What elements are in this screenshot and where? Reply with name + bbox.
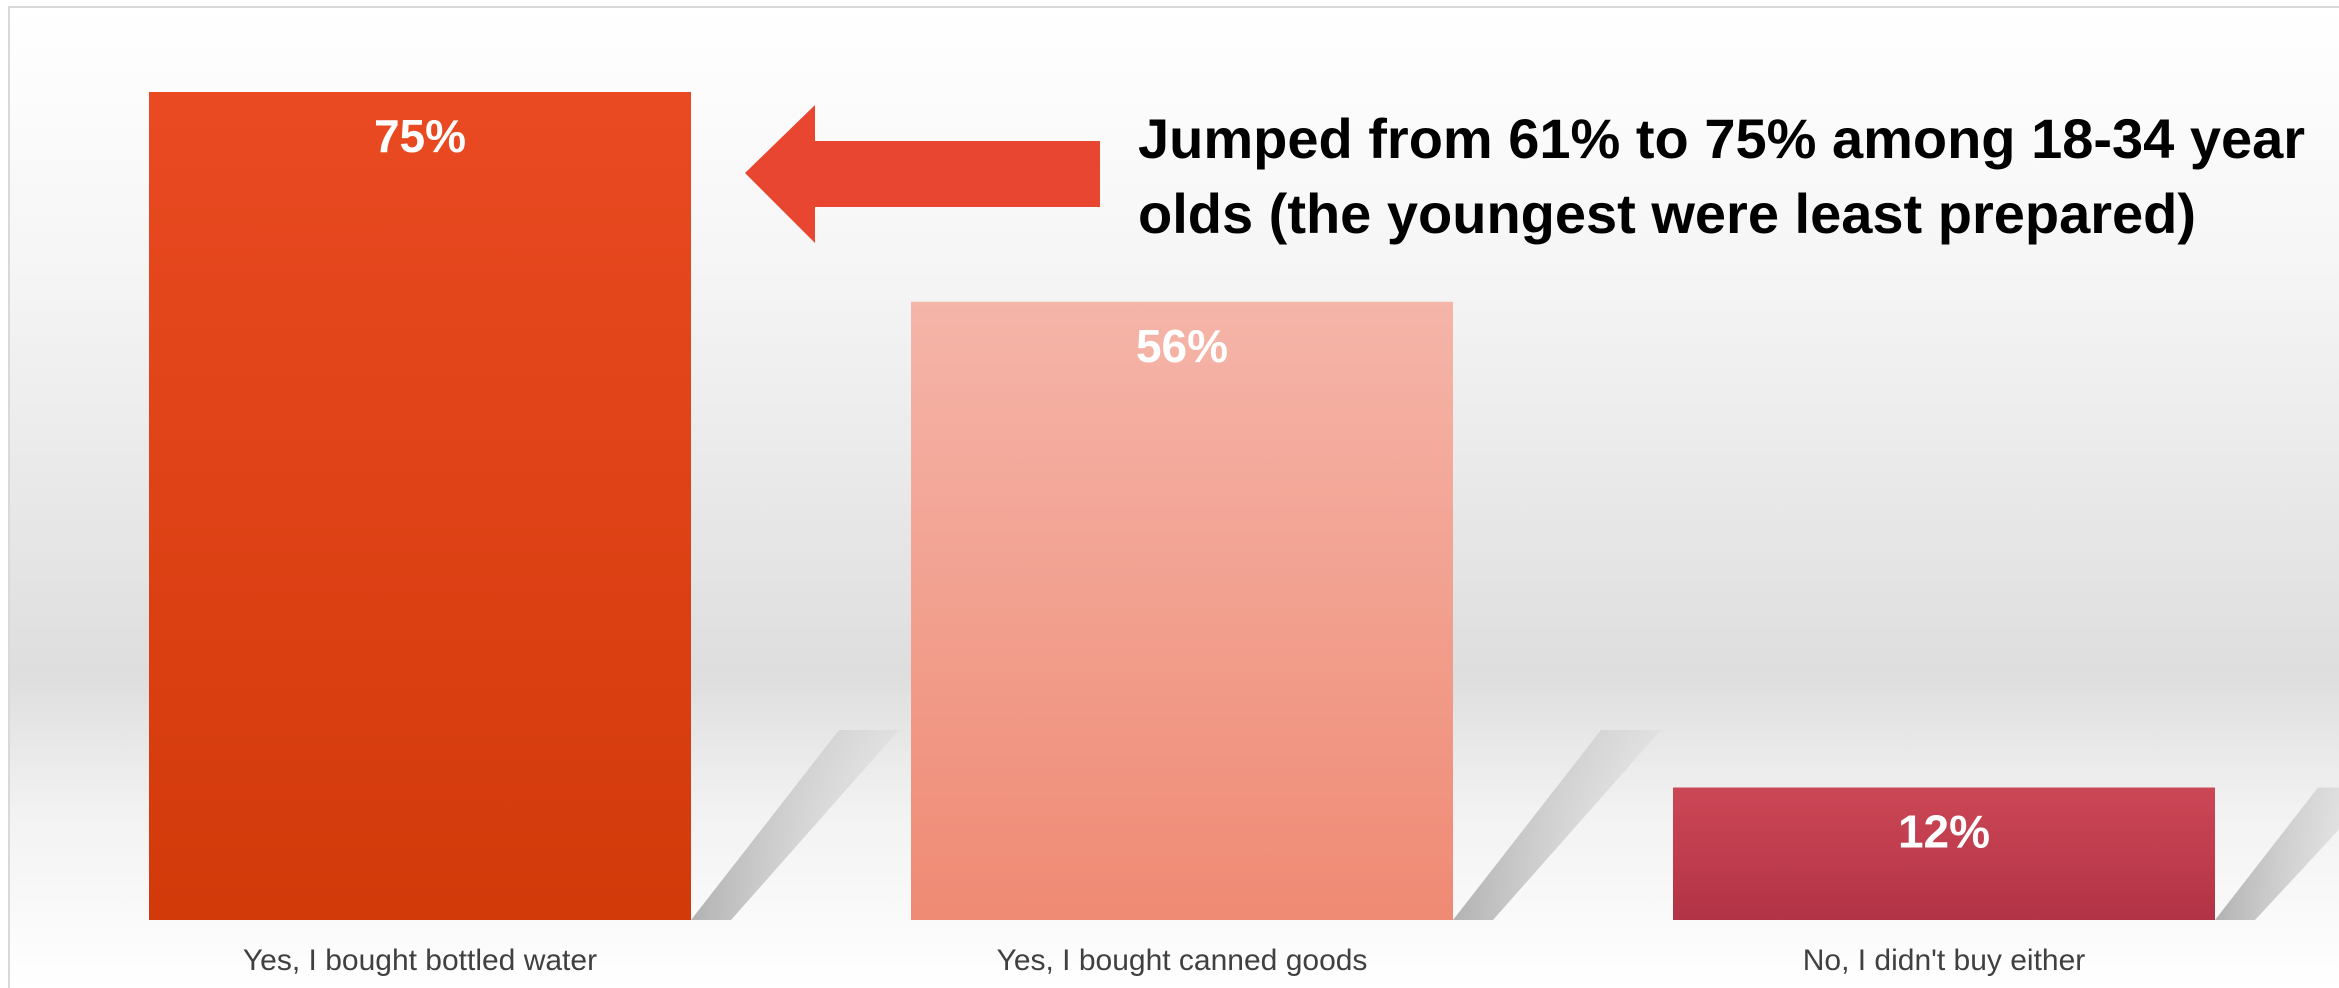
bar-shadow xyxy=(2215,787,2339,920)
bar-shadow xyxy=(691,730,899,920)
bar-3 xyxy=(1673,787,2215,920)
bar-shadows xyxy=(691,730,2339,920)
bar-1 xyxy=(149,92,691,920)
bar-2 xyxy=(911,301,1453,920)
annotation-line-1: Jumped from 61% to 75% among 18-34 year xyxy=(1138,107,2305,170)
data-labels: 75% 56% 12% xyxy=(374,110,1990,858)
data-label-1: 75% xyxy=(374,110,466,162)
category-label-2: Yes, I bought canned goods xyxy=(997,944,1368,977)
bar-shadow xyxy=(1453,730,1661,920)
bars xyxy=(149,92,2215,920)
chart-frame xyxy=(8,6,2339,988)
data-label-2: 56% xyxy=(1136,320,1228,372)
annotation-line-2: olds (the youngest were least prepared) xyxy=(1138,182,2196,245)
data-label-3: 12% xyxy=(1898,806,1990,858)
category-labels: Yes, I bought bottled water Yes, I bought… xyxy=(243,944,2085,977)
annotation: Jumped from 61% to 75% among 18-34 year … xyxy=(745,105,2305,245)
left-arrow-icon xyxy=(745,105,1100,243)
category-label-1: Yes, I bought bottled water xyxy=(243,944,597,977)
category-label-3: No, I didn't buy either xyxy=(1803,944,2086,977)
